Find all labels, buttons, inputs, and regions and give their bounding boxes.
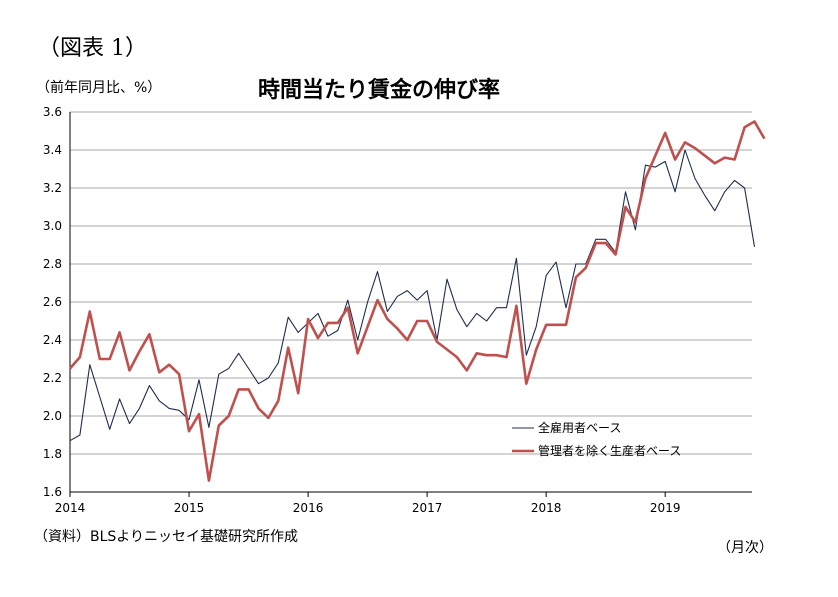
figure-label: （図表 1） (38, 36, 147, 61)
y-tick-label: 1.8 (43, 447, 62, 461)
y-tick-label: 1.6 (43, 485, 62, 499)
y-tick-label: 3.0 (43, 219, 62, 233)
gridlines (70, 111, 752, 455)
chart-title: 時間当たり賃金の伸び率 (258, 78, 501, 103)
legend-item-1: 全雇用者ベース (512, 420, 621, 435)
y-tick-label: 2.8 (43, 257, 62, 271)
y-tick-labels: 1.6 1.8 2.0 2.2 2.4 2.6 2.8 3.0 3.2 3.4 3.6 (43, 105, 62, 499)
y-tick-label: 2.4 (43, 333, 62, 347)
series-lines (69, 120, 766, 482)
x-tick-label: 2017 (412, 501, 443, 515)
y-tick-label: 3.2 (43, 181, 62, 195)
x-tick-label: 2018 (531, 501, 562, 515)
x-tick-label: 2014 (55, 501, 86, 515)
y-tick-label: 2.6 (43, 295, 62, 309)
x-tick-label: 2015 (174, 501, 205, 515)
axes (69, 112, 752, 497)
y-tick-label: 3.6 (43, 105, 62, 119)
x-tick-label: 2019 (650, 501, 681, 515)
source-note: （資料）BLSよりニッセイ基礎研究所作成 (34, 529, 299, 545)
y-axis-unit-label: （前年同月比、%） (36, 80, 162, 96)
x-axis-unit-label: （月次） (717, 540, 773, 556)
x-tick-label: 2016 (293, 501, 324, 515)
series-line-2 (69, 120, 766, 482)
y-tick-label: 2.2 (43, 371, 62, 385)
series-line-1 (69, 149, 756, 442)
legend-item-2: 管理者を除く生産者ベース (512, 443, 681, 458)
y-tick-label: 3.4 (43, 143, 62, 157)
y-tick-label: 2.0 (43, 409, 62, 423)
legend-label: 全雇用者ベース (538, 420, 621, 435)
x-tick-labels: 2014 2015 2016 2017 2018 2019 (55, 501, 681, 515)
legend-label: 管理者を除く生産者ベース (538, 443, 681, 458)
